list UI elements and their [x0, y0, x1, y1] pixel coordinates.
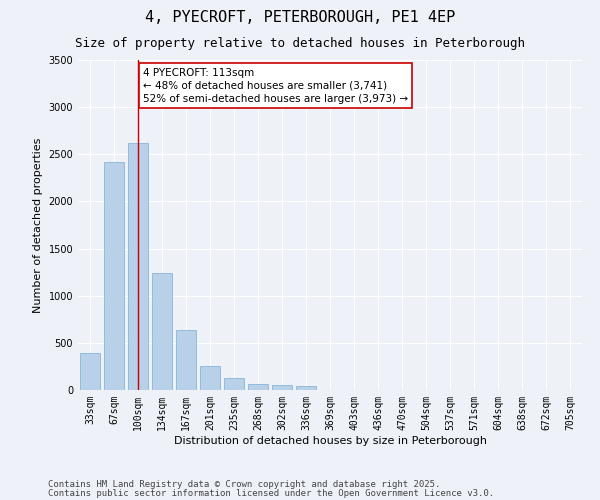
Y-axis label: Number of detached properties: Number of detached properties: [33, 138, 43, 312]
Bar: [128, 143, 148, 390]
Bar: [200, 366, 220, 390]
Text: 4 PYECROFT: 113sqm
← 48% of detached houses are smaller (3,741)
52% of semi-deta: 4 PYECROFT: 113sqm ← 48% of detached hou…: [143, 68, 408, 104]
X-axis label: Distribution of detached houses by size in Peterborough: Distribution of detached houses by size …: [173, 436, 487, 446]
Bar: [296, 386, 316, 390]
Bar: [152, 273, 172, 390]
Bar: [224, 378, 244, 390]
Text: 4, PYECROFT, PETERBOROUGH, PE1 4EP: 4, PYECROFT, PETERBOROUGH, PE1 4EP: [145, 10, 455, 25]
Bar: [176, 330, 196, 390]
Bar: [104, 162, 124, 390]
Bar: [248, 384, 268, 390]
Text: Size of property relative to detached houses in Peterborough: Size of property relative to detached ho…: [75, 38, 525, 51]
Bar: [272, 386, 292, 390]
Text: Contains public sector information licensed under the Open Government Licence v3: Contains public sector information licen…: [48, 488, 494, 498]
Bar: [80, 353, 100, 390]
Text: Contains HM Land Registry data © Crown copyright and database right 2025.: Contains HM Land Registry data © Crown c…: [48, 480, 440, 489]
